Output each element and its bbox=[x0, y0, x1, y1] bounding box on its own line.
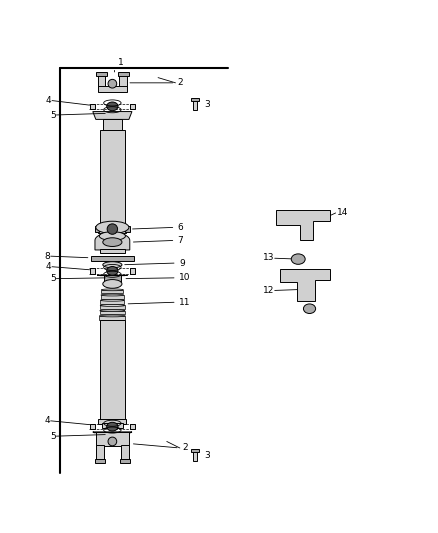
Polygon shape bbox=[280, 269, 330, 301]
Ellipse shape bbox=[100, 300, 124, 301]
Polygon shape bbox=[93, 432, 132, 433]
Ellipse shape bbox=[291, 254, 305, 264]
Bar bbox=[96, 445, 104, 460]
Polygon shape bbox=[93, 111, 132, 119]
Bar bbox=[95, 227, 99, 232]
Bar bbox=[121, 445, 129, 460]
Bar bbox=[100, 320, 124, 419]
Ellipse shape bbox=[103, 279, 122, 288]
Bar bbox=[101, 290, 124, 294]
Ellipse shape bbox=[108, 79, 117, 88]
Ellipse shape bbox=[107, 422, 118, 431]
Ellipse shape bbox=[107, 266, 118, 275]
Bar bbox=[98, 74, 106, 87]
Text: 4: 4 bbox=[46, 262, 51, 271]
Text: 7: 7 bbox=[178, 236, 184, 245]
Text: 10: 10 bbox=[179, 273, 191, 282]
Ellipse shape bbox=[99, 232, 125, 240]
Text: 3: 3 bbox=[205, 451, 210, 461]
Bar bbox=[96, 72, 107, 76]
Text: 12: 12 bbox=[262, 286, 274, 295]
Bar bbox=[90, 103, 95, 109]
Text: 6: 6 bbox=[178, 223, 184, 232]
Polygon shape bbox=[276, 210, 330, 240]
Bar bbox=[293, 257, 304, 261]
Bar bbox=[304, 307, 314, 310]
Ellipse shape bbox=[103, 262, 122, 268]
Text: 8: 8 bbox=[44, 252, 50, 261]
Ellipse shape bbox=[100, 310, 125, 312]
Bar bbox=[130, 424, 135, 430]
Text: 9: 9 bbox=[179, 259, 185, 268]
Bar bbox=[98, 86, 127, 92]
Ellipse shape bbox=[101, 294, 124, 296]
Text: 2: 2 bbox=[178, 78, 183, 87]
Text: 2: 2 bbox=[182, 443, 187, 453]
Bar bbox=[100, 300, 124, 304]
Bar bbox=[99, 419, 126, 424]
Text: 11: 11 bbox=[179, 298, 191, 306]
Bar bbox=[96, 432, 129, 446]
Bar bbox=[193, 452, 197, 461]
Bar bbox=[100, 311, 125, 314]
Bar bbox=[125, 227, 130, 232]
Ellipse shape bbox=[101, 289, 124, 291]
Bar bbox=[104, 275, 121, 282]
Text: 5: 5 bbox=[50, 432, 56, 441]
Ellipse shape bbox=[304, 304, 316, 313]
Ellipse shape bbox=[103, 238, 122, 246]
Text: 14: 14 bbox=[336, 208, 348, 217]
Ellipse shape bbox=[100, 304, 125, 306]
Text: 3: 3 bbox=[205, 100, 210, 109]
Ellipse shape bbox=[96, 221, 129, 233]
Ellipse shape bbox=[99, 315, 125, 317]
Bar bbox=[101, 295, 124, 298]
Bar bbox=[102, 423, 123, 429]
Polygon shape bbox=[95, 232, 130, 250]
Text: 5: 5 bbox=[50, 274, 56, 283]
Bar bbox=[191, 449, 199, 453]
Bar bbox=[99, 316, 125, 320]
Ellipse shape bbox=[107, 102, 118, 111]
Bar bbox=[100, 305, 125, 309]
Bar bbox=[191, 98, 199, 101]
Bar bbox=[130, 268, 135, 273]
Bar bbox=[95, 459, 105, 463]
Bar bbox=[99, 225, 126, 232]
Ellipse shape bbox=[107, 224, 117, 235]
Bar bbox=[103, 119, 122, 130]
Text: 4: 4 bbox=[45, 416, 50, 425]
Bar bbox=[119, 74, 127, 87]
Bar bbox=[130, 103, 135, 109]
Text: 4: 4 bbox=[46, 96, 51, 105]
Bar bbox=[100, 249, 124, 254]
Bar bbox=[117, 72, 129, 76]
Text: 1: 1 bbox=[117, 58, 124, 67]
Bar bbox=[90, 424, 95, 430]
Ellipse shape bbox=[108, 437, 117, 446]
Bar bbox=[91, 256, 134, 261]
Bar bbox=[120, 459, 130, 463]
Bar bbox=[90, 268, 95, 273]
Bar bbox=[193, 101, 197, 110]
Bar bbox=[100, 130, 124, 225]
Text: 13: 13 bbox=[262, 253, 274, 262]
Text: 5: 5 bbox=[50, 110, 56, 119]
